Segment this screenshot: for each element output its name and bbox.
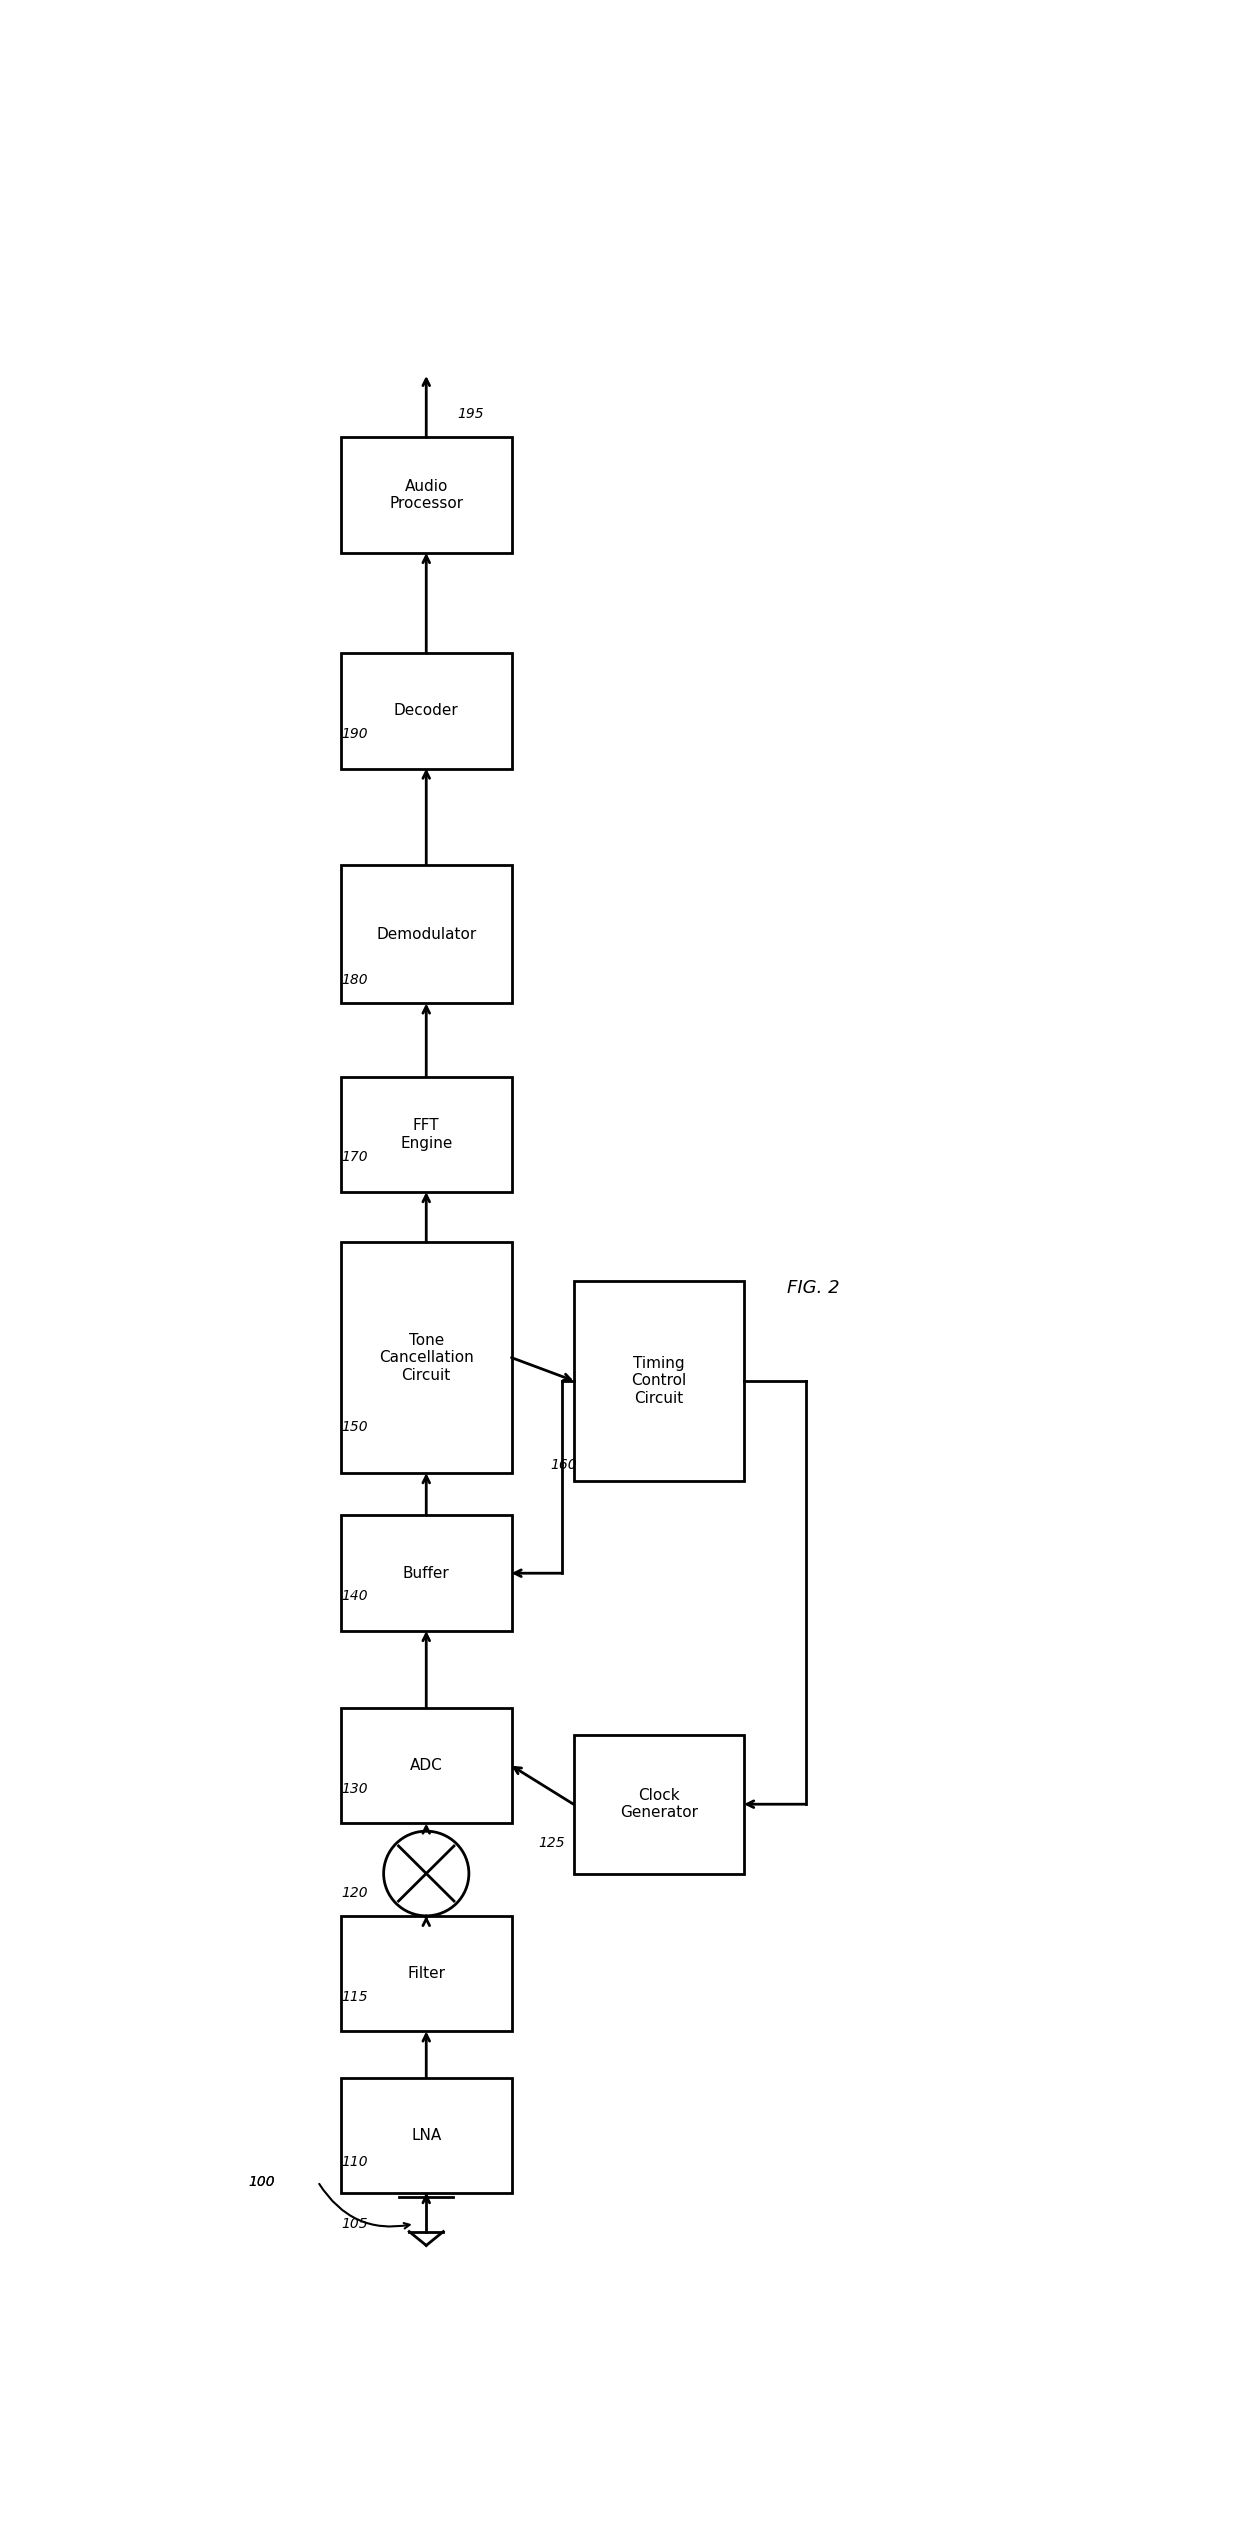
Text: 150: 150 — [341, 1419, 367, 1434]
Text: Demodulator: Demodulator — [376, 926, 476, 941]
Bar — [341, 865, 511, 1004]
Text: 195: 195 — [458, 407, 484, 422]
Bar — [341, 438, 511, 554]
Text: 100: 100 — [248, 2175, 274, 2188]
Text: ADC: ADC — [410, 1758, 443, 1773]
Text: 115: 115 — [341, 1990, 367, 2003]
Text: Decoder: Decoder — [394, 703, 459, 718]
Text: 105: 105 — [341, 2218, 367, 2231]
Text: 190: 190 — [341, 726, 367, 741]
Bar — [341, 652, 511, 769]
Bar — [341, 1515, 511, 1631]
Text: Tone
Cancellation
Circuit: Tone Cancellation Circuit — [379, 1333, 474, 1383]
Text: 110: 110 — [341, 2155, 367, 2170]
Text: FIG. 2: FIG. 2 — [787, 1280, 839, 1297]
Text: Buffer: Buffer — [403, 1565, 450, 1581]
Text: 125: 125 — [538, 1836, 565, 1849]
Bar — [573, 1735, 744, 1874]
Text: 170: 170 — [341, 1151, 367, 1163]
Text: 100: 100 — [248, 2175, 274, 2188]
Text: LNA: LNA — [412, 2127, 441, 2142]
Text: Timing
Control
Circuit: Timing Control Circuit — [631, 1356, 687, 1406]
Text: Audio
Processor: Audio Processor — [389, 478, 464, 511]
Bar — [341, 2076, 511, 2193]
Bar — [341, 1917, 511, 2031]
Text: 140: 140 — [341, 1588, 367, 1603]
Text: 130: 130 — [341, 1783, 367, 1796]
Text: Filter: Filter — [407, 1965, 445, 1980]
Bar — [573, 1280, 744, 1482]
Text: 160: 160 — [551, 1459, 577, 1472]
Text: Clock
Generator: Clock Generator — [620, 1788, 698, 1821]
Bar — [341, 1077, 511, 1191]
Text: 120: 120 — [341, 1887, 367, 1899]
Bar — [341, 1242, 511, 1472]
Text: FFT
Engine: FFT Engine — [401, 1118, 453, 1151]
Bar — [341, 1707, 511, 1823]
Text: 180: 180 — [341, 974, 367, 986]
